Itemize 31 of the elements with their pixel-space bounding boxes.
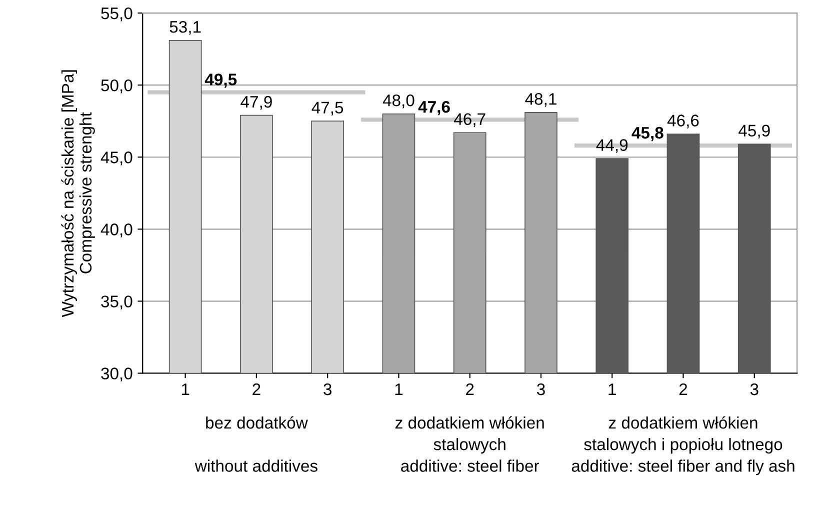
data-label: 46,6: [667, 114, 699, 128]
y-tick-label: 50,0: [101, 79, 132, 94]
ref-line-label: 47,6: [418, 100, 450, 116]
y-tick-label: 30,0: [101, 368, 132, 382]
data-label: 47,5: [312, 102, 344, 116]
data-label: 46,7: [454, 113, 486, 127]
text: bez dodatków without additives: [194, 416, 318, 472]
ref-line-label: 49,5: [204, 74, 237, 88]
data-label: 45,9: [738, 124, 770, 139]
data-label: 48,1: [525, 93, 556, 107]
x-tick-label: 1: [608, 384, 616, 396]
x-tick-label: 2: [252, 383, 260, 396]
x-tick-label: 3: [536, 383, 545, 396]
ref-line-label: 45,8: [632, 126, 664, 142]
text: z dodatkiem włókien stalowych additive: steel fiber: [395, 416, 544, 472]
text: z dodatkiem włókien stalowych i popiołu lotnego additive: steel fiber and fly ash: [572, 416, 794, 476]
x-tick-label: 1: [395, 384, 403, 396]
x-tick-label: 2: [466, 383, 474, 396]
data-label: 44,9: [596, 139, 628, 153]
y-tick-label: 55,0: [101, 7, 132, 22]
x-tick-label: 1: [182, 384, 190, 396]
y-tick-label: 45,0: [100, 152, 132, 166]
y-tick-label: 35,0: [101, 296, 132, 310]
y-axis-title: Wytrzymałość na ściskanie [MPa] Compressive strenght: [61, 70, 95, 318]
x-tick-label: 2: [679, 383, 688, 396]
y-tick-label: 40,0: [100, 224, 132, 238]
x-tick-label: 3: [324, 383, 332, 396]
x-tick-label: 3: [750, 383, 758, 396]
data-label: 48,0: [382, 94, 414, 108]
data-label: 53,1: [170, 21, 201, 35]
data-label: 47,9: [240, 96, 272, 110]
